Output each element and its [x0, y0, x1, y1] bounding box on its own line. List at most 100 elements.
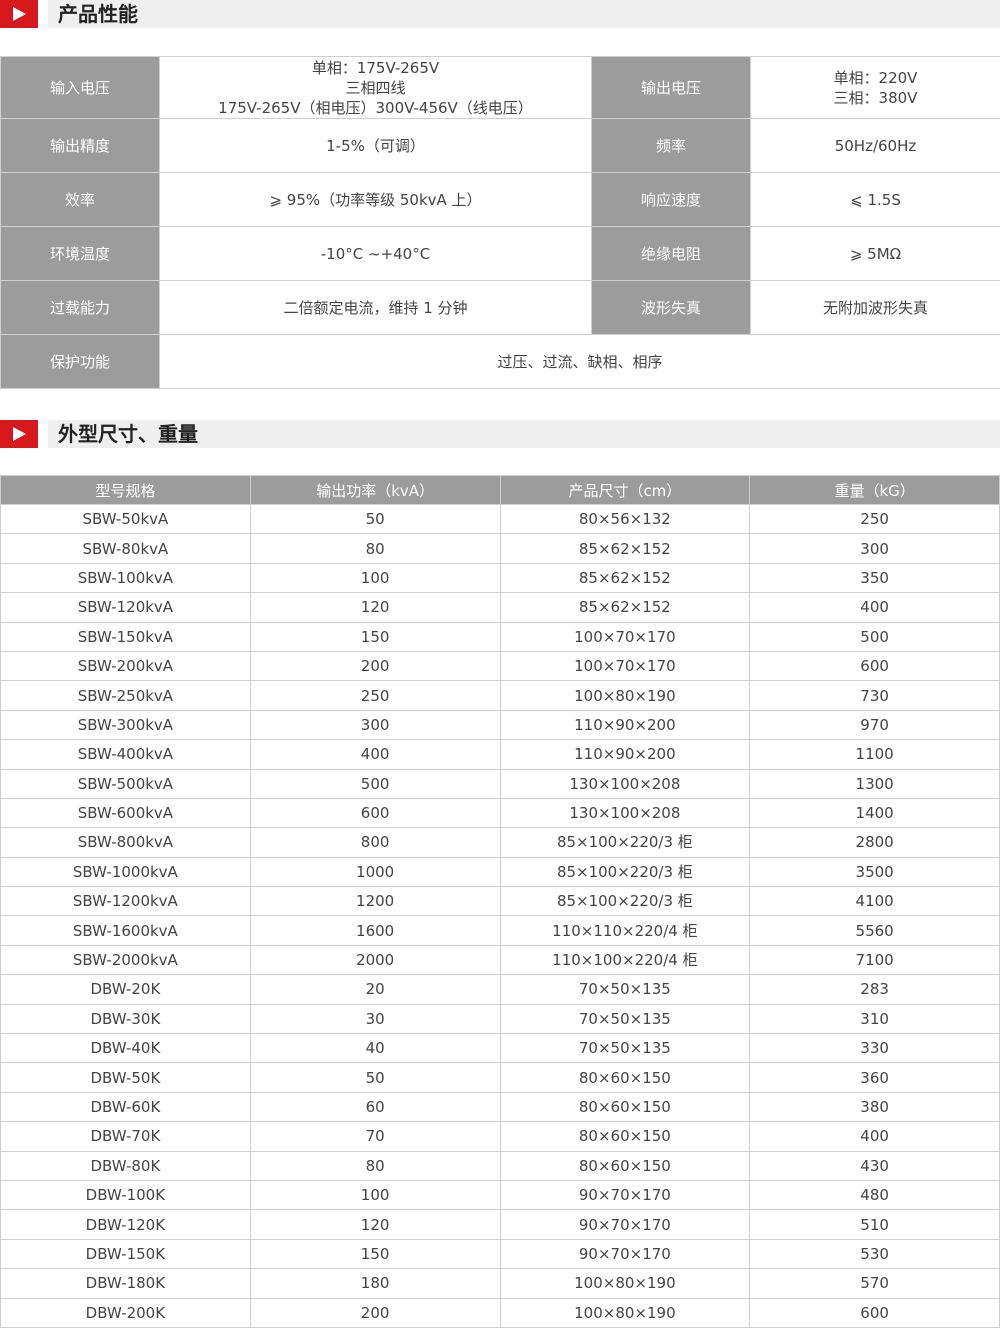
spec-value-line: 三相：380V: [751, 88, 1000, 108]
table-cell: 70×50×135: [500, 975, 750, 1004]
table-cell: 300: [750, 534, 1000, 563]
table-cell: 1300: [750, 769, 1000, 798]
table-cell: 30: [250, 1004, 500, 1033]
table-cell: 80×60×150: [500, 1122, 750, 1151]
table-cell: 150: [250, 622, 500, 651]
table-cell: 350: [750, 563, 1000, 592]
section-title: 产品性能: [48, 0, 1000, 28]
table-cell: 4100: [750, 887, 1000, 916]
table-cell: 40: [250, 1034, 500, 1063]
spec-value-line: 无附加波形失真: [751, 297, 1000, 318]
table-cell: 60: [250, 1092, 500, 1121]
table-cell: 100×70×170: [500, 651, 750, 680]
table-cell: 90×70×170: [500, 1180, 750, 1209]
table-cell: 120: [250, 1210, 500, 1239]
table-cell: 80×56×132: [500, 505, 750, 534]
table-cell: 480: [750, 1180, 1000, 1209]
table-cell: DBW-20K: [1, 975, 251, 1004]
table-cell: 1100: [750, 740, 1000, 769]
table-cell: 1200: [250, 887, 500, 916]
spec-value: 过压、过流、缺相、相序: [160, 335, 1000, 389]
table-cell: 85×100×220/3 柜: [500, 857, 750, 886]
table-cell: SBW-1600kvA: [1, 916, 251, 945]
table-cell: DBW-150K: [1, 1239, 251, 1268]
table-cell: 90×70×170: [500, 1239, 750, 1268]
spec-label: 输出精度: [1, 119, 160, 173]
table-cell: 330: [750, 1034, 1000, 1063]
table-cell: 430: [750, 1151, 1000, 1180]
table-cell: 80×60×150: [500, 1151, 750, 1180]
table-cell: SBW-200kvA: [1, 651, 251, 680]
table-cell: 85×62×152: [500, 534, 750, 563]
table-cell: 85×62×152: [500, 563, 750, 592]
table-cell: SBW-600kvA: [1, 798, 251, 827]
table-cell: 283: [750, 975, 1000, 1004]
table-cell: SBW-120kvA: [1, 593, 251, 622]
table-cell: 800: [250, 828, 500, 857]
spec-value-line: ⩽ 1.5S: [751, 191, 1000, 209]
spec-value: ⩾ 95%（功率等级 50kvA 上）: [160, 173, 592, 227]
table-cell: 380: [750, 1092, 1000, 1121]
table-cell: 150: [250, 1239, 500, 1268]
table-cell: 100: [250, 1180, 500, 1209]
spec-value-line: 单相：220V: [751, 68, 1000, 88]
column-header: 重量（kG）: [750, 476, 1000, 505]
spec-value: ⩽ 1.5S: [751, 173, 1000, 227]
table-cell: 80×60×150: [500, 1092, 750, 1121]
table-cell: 500: [250, 769, 500, 798]
table-cell: 200: [250, 651, 500, 680]
table-cell: 200: [250, 1298, 500, 1327]
table-cell: 70×50×135: [500, 1034, 750, 1063]
spec-label: 过载能力: [1, 281, 160, 335]
spec-value-line: 三相四线: [160, 78, 591, 98]
table-cell: 100×80×190: [500, 1269, 750, 1298]
table-cell: 80: [250, 1151, 500, 1180]
table-cell: 7100: [750, 945, 1000, 974]
table-cell: DBW-80K: [1, 1151, 251, 1180]
table-cell: 110×100×220/4 柜: [500, 945, 750, 974]
table-cell: 90×70×170: [500, 1210, 750, 1239]
spec-value-line: 50Hz/60Hz: [751, 137, 1000, 155]
table-cell: DBW-180K: [1, 1269, 251, 1298]
spec-value: -10°C ~+40°C: [160, 227, 592, 281]
column-header: 输出功率（kvA）: [250, 476, 500, 505]
table-cell: 2800: [750, 828, 1000, 857]
spec-value-line: 175V-265V（相电压）300V-456V（线电压）: [160, 98, 591, 118]
table-cell: 530: [750, 1239, 1000, 1268]
table-cell: SBW-150kvA: [1, 622, 251, 651]
spec-label: 输入电压: [1, 57, 160, 119]
table-cell: 510: [750, 1210, 1000, 1239]
table-cell: 250: [750, 505, 1000, 534]
table-cell: DBW-30K: [1, 1004, 251, 1033]
table-cell: 180: [250, 1269, 500, 1298]
spec-label: 保护功能: [1, 335, 160, 389]
spec-label: 输出电压: [592, 57, 751, 119]
table-cell: 110×90×200: [500, 740, 750, 769]
table-cell: 250: [250, 681, 500, 710]
spec-row: 保护功能过压、过流、缺相、相序: [1, 335, 1000, 389]
table-cell: 970: [750, 710, 1000, 739]
spec-value: ⩾ 5MΩ: [751, 227, 1000, 281]
table-cell: SBW-500kvA: [1, 769, 251, 798]
table-cell: 500: [750, 622, 1000, 651]
